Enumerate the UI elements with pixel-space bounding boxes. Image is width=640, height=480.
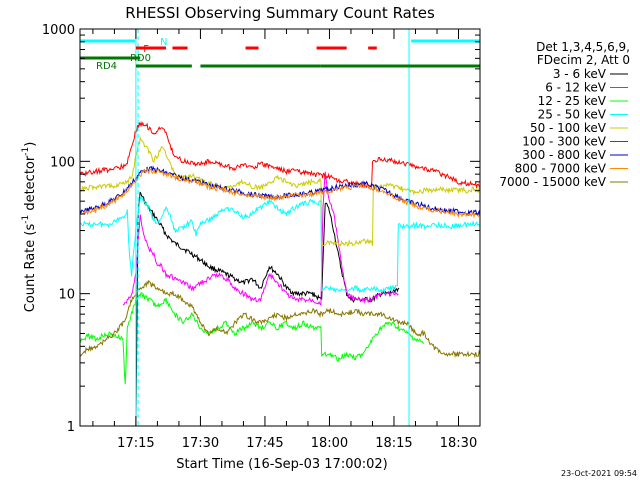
chart-title: RHESSI Observing Summary Count Rates: [125, 4, 435, 22]
y-axis-label-sup: -1: [21, 215, 31, 224]
x-tick-label: 17:15: [117, 436, 154, 451]
x-tick-label: 18:00: [311, 436, 348, 451]
data-traces: [79, 120, 481, 427]
series-line-3-6-kev: [135, 191, 400, 427]
y-axis-label-end: ): [23, 142, 38, 147]
legend-label: 100 - 300 keV: [522, 135, 606, 149]
series-line-12-25-kev: [79, 292, 425, 385]
x-axis-ticks: 17:15 17:30 17:45 18:00 18:15 18:30: [92, 29, 481, 451]
status-bar-label-flare: F: [143, 44, 149, 55]
x-axis-label: Start Time (16-Sep-03 17:00:02): [176, 457, 387, 472]
x-tick-label: 18:30: [440, 436, 477, 451]
series-line-7000-15000-kev: [79, 279, 481, 359]
legend-label: 7000 - 15000 keV: [499, 175, 606, 189]
series-line-100-300-kev: [79, 120, 480, 190]
series-line-25-50-kev: [79, 195, 480, 294]
status-bar-label-rd4: RD4: [96, 61, 117, 72]
vertical-markers: [79, 29, 481, 426]
x-tick-label: 17:30: [182, 436, 219, 451]
y-tick-label: 1000: [42, 23, 75, 38]
legend-label: 3 - 6 keV: [553, 67, 607, 81]
status-bar-label-attenuator: N: [160, 37, 167, 48]
series-line-50-100-kev: [79, 135, 481, 247]
plot-frame: [79, 28, 481, 427]
legend-label: 25 - 50 keV: [538, 108, 607, 122]
legend-label: 800 - 7000 keV: [515, 162, 607, 176]
y-axis-label-sup2: -1: [21, 147, 31, 156]
y-tick-label: 10: [58, 288, 75, 303]
y-tick-label: 100: [50, 155, 75, 170]
y-tick-label: 1: [67, 420, 75, 435]
legend-label: 6 - 12 keV: [545, 81, 607, 95]
legend-label: 12 - 25 keV: [538, 94, 607, 108]
y-axis-label-main: Count Rate (s: [23, 224, 38, 313]
legend-header-1: Det 1,3,4,5,6,9,: [536, 40, 630, 54]
legend: Det 1,3,4,5,6,9, FDecim 2, Att 0 3 - 6 k…: [499, 40, 630, 189]
x-tick-label: 17:45: [246, 436, 283, 451]
y-axis-label-mid: detector: [23, 155, 38, 215]
legend-label: 300 - 800 keV: [522, 148, 606, 162]
footer-timestamp: 23-Oct-2021 09:54: [561, 469, 637, 478]
legend-header-2: FDecim 2, Att 0: [537, 53, 630, 67]
x-tick-label: 18:15: [375, 436, 412, 451]
status-bar-label-rd0: RD0: [130, 53, 151, 64]
y-axis-label: Count Rate (s-1 detector-1): [21, 142, 38, 313]
y-axis-ticks: 1 10 100 1000: [42, 23, 480, 435]
series-line-800-7000-kev: [79, 167, 481, 219]
series-line-6-12-kev: [122, 171, 399, 307]
legend-label: 50 - 100 keV: [530, 121, 607, 135]
